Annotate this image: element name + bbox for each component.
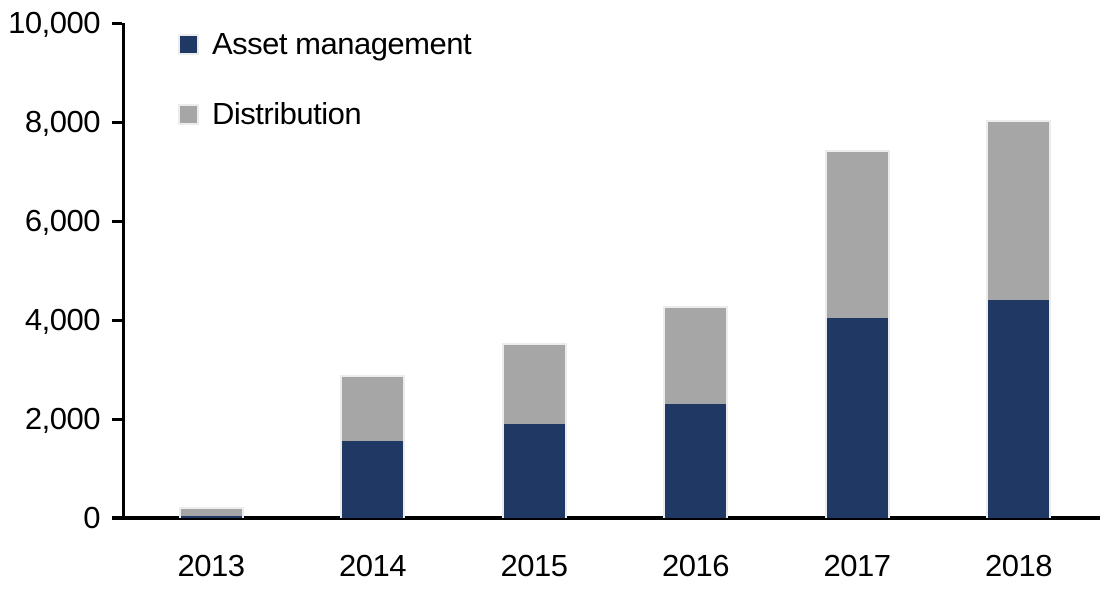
x-axis-category-label: 2015 <box>500 548 568 583</box>
y-axis-tick-label: 0 <box>83 500 100 535</box>
bar-2018 <box>986 120 1051 518</box>
legend-label-asset-management: Asset management <box>212 26 472 61</box>
y-axis-tick-label: 8,000 <box>24 104 101 139</box>
y-axis-tick-mark <box>112 120 122 124</box>
x-axis-category-label: 2018 <box>985 548 1052 583</box>
bar-2015 <box>501 342 567 518</box>
y-axis-tick-label: 2,000 <box>24 401 101 436</box>
bar-segment-2018-asset-management <box>988 300 1049 518</box>
legend-key-asset-management <box>178 33 199 55</box>
bar-segment-2015-asset-management <box>503 423 565 518</box>
x-axis-category-label: 2013 <box>177 548 245 583</box>
bar-2016 <box>663 305 728 518</box>
legend-key-distribution <box>178 103 199 125</box>
x-axis-category-label: 2017 <box>823 548 891 583</box>
y-axis-tick-label: 10,000 <box>8 5 100 40</box>
y-axis-tick-mark <box>112 21 122 25</box>
x-axis-line <box>112 516 1100 520</box>
bar-2013 <box>178 507 244 518</box>
bar-segment-2017-distribution <box>826 151 888 318</box>
y-axis-tick-label: 4,000 <box>24 302 101 337</box>
y-axis-tick-mark <box>112 417 122 421</box>
bar-segment-2014-distribution <box>342 376 403 442</box>
legend-item-asset-management: Asset management <box>178 26 472 61</box>
bar-segment-2017-asset-management <box>826 317 888 518</box>
y-axis-tick-mark <box>112 219 122 223</box>
y-axis-tick-mark <box>112 318 122 322</box>
x-axis-category-label: 2016 <box>662 548 729 583</box>
legend-item-distribution: Distribution <box>178 96 362 131</box>
bar-segment-2013-distribution <box>180 509 242 516</box>
y-axis-line <box>122 23 125 520</box>
legend-label-distribution: Distribution <box>212 96 362 131</box>
y-axis-tick-label: 6,000 <box>24 203 101 238</box>
x-axis-category-label: 2014 <box>339 548 406 583</box>
bar-segment-2018-distribution <box>988 122 1049 301</box>
bar-2017 <box>824 149 890 518</box>
bar-segment-2016-asset-management <box>665 404 726 518</box>
bar-2014 <box>340 374 405 518</box>
bar-segment-2015-distribution <box>503 344 565 424</box>
bar-segment-2016-distribution <box>665 307 726 405</box>
bar-segment-2013-asset-management <box>180 515 242 518</box>
bar-segment-2014-asset-management <box>342 441 403 518</box>
